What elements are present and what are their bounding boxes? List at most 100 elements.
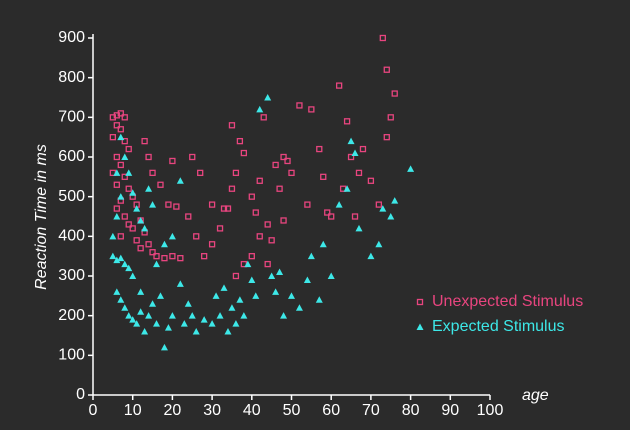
- point: [185, 213, 192, 220]
- y-tick-label: 300: [58, 267, 85, 284]
- point: [109, 252, 117, 260]
- point: [335, 201, 343, 208]
- y-tick-label: 600: [58, 148, 85, 165]
- point: [165, 201, 172, 208]
- point: [236, 296, 244, 303]
- y-tick-label: 0: [76, 386, 85, 403]
- point: [268, 237, 275, 244]
- point: [153, 320, 161, 327]
- point: [117, 254, 125, 262]
- point: [113, 256, 121, 264]
- point: [216, 312, 224, 319]
- point: [252, 292, 260, 299]
- point: [383, 134, 390, 141]
- point: [173, 203, 180, 210]
- x-tick-label: 40: [243, 402, 261, 419]
- point: [160, 240, 168, 248]
- point: [208, 320, 216, 327]
- point: [169, 157, 176, 165]
- point: [272, 288, 280, 295]
- x-tick-label: 100: [477, 402, 504, 419]
- y-tick-label: 800: [58, 69, 85, 86]
- point: [379, 34, 386, 42]
- point: [141, 137, 148, 145]
- point: [343, 185, 351, 192]
- point: [188, 312, 196, 319]
- point: [109, 134, 116, 141]
- point: [137, 308, 145, 315]
- point: [367, 252, 375, 260]
- point: [113, 122, 120, 129]
- point: [280, 312, 288, 319]
- point: [236, 137, 244, 145]
- point: [113, 169, 121, 176]
- y-tick-label: 700: [58, 109, 85, 126]
- point: [208, 201, 216, 208]
- y-axis-label: Reaction Time in ms: [33, 144, 50, 290]
- point: [168, 312, 176, 319]
- point: [145, 153, 152, 161]
- point: [117, 296, 125, 303]
- point: [109, 232, 117, 240]
- point: [324, 209, 331, 216]
- x-tick-label: 90: [441, 402, 459, 419]
- point: [117, 233, 124, 240]
- point: [164, 324, 172, 331]
- point: [117, 193, 125, 200]
- point: [256, 177, 263, 184]
- point: [137, 216, 145, 224]
- legend-marker: [416, 323, 424, 330]
- x-tick-label: 60: [322, 402, 340, 419]
- point: [180, 320, 188, 327]
- point: [335, 82, 343, 89]
- point: [121, 114, 128, 121]
- point: [125, 221, 132, 228]
- point: [189, 153, 196, 161]
- y-tick-label: 100: [58, 347, 85, 364]
- point: [176, 280, 184, 287]
- point: [307, 252, 315, 260]
- point: [153, 253, 160, 260]
- point: [117, 161, 124, 169]
- point: [379, 205, 387, 212]
- point: [240, 312, 248, 319]
- point: [256, 105, 264, 113]
- point: [117, 133, 125, 141]
- point: [296, 102, 303, 109]
- point: [149, 249, 156, 256]
- point: [129, 272, 137, 279]
- point: [149, 169, 156, 177]
- point: [391, 197, 399, 204]
- point: [387, 114, 394, 121]
- point: [391, 90, 398, 97]
- point: [383, 66, 390, 73]
- point: [288, 169, 295, 177]
- point: [220, 205, 228, 212]
- point: [407, 165, 415, 172]
- point: [161, 254, 168, 262]
- point: [316, 145, 323, 153]
- point: [264, 94, 272, 101]
- point: [355, 224, 363, 232]
- point: [276, 185, 283, 192]
- point: [177, 254, 184, 262]
- point: [153, 260, 161, 268]
- y-tick-label: 200: [58, 307, 85, 324]
- point: [232, 169, 240, 177]
- point: [149, 201, 157, 208]
- y-tick-label: 900: [58, 29, 85, 46]
- point: [375, 240, 383, 248]
- x-tick-label: 50: [283, 402, 301, 419]
- x-tick-label: 30: [203, 402, 221, 419]
- point: [216, 225, 224, 232]
- point: [121, 304, 129, 311]
- point: [156, 292, 164, 299]
- point: [347, 153, 355, 161]
- point: [351, 213, 359, 220]
- point: [240, 149, 248, 157]
- point: [145, 241, 152, 248]
- point: [125, 312, 133, 319]
- point: [304, 201, 311, 208]
- point: [192, 328, 200, 335]
